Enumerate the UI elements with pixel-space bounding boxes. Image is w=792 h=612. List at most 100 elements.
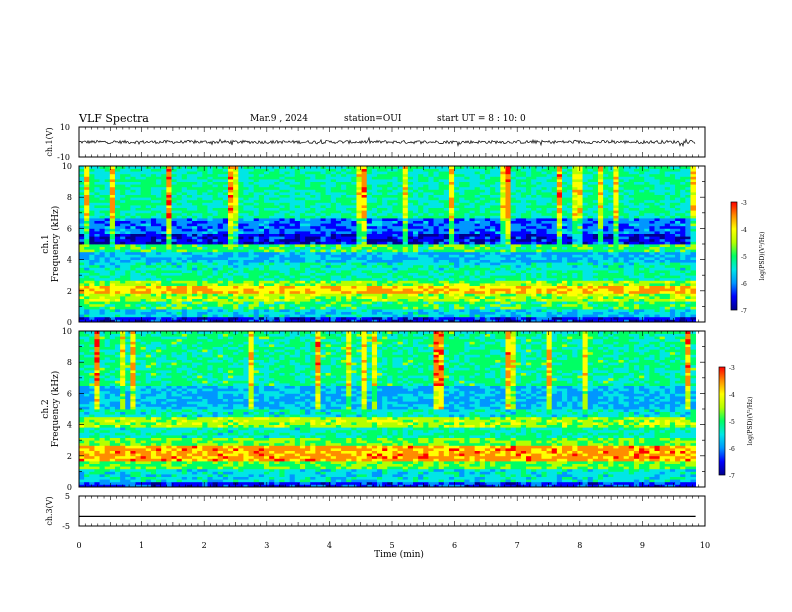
spectrogram-cell <box>382 189 388 193</box>
spectrogram-cell <box>315 262 321 266</box>
spectrogram-cell <box>125 275 131 279</box>
spectrogram-cell <box>263 233 270 237</box>
spectrogram-cell <box>305 241 311 245</box>
spectrogram-cell <box>130 272 136 276</box>
spectrogram-cell <box>392 233 398 237</box>
spectrogram-cell <box>233 314 239 318</box>
spectrogram-cell <box>140 257 147 260</box>
spectrogram-cell <box>459 285 465 289</box>
spectrogram-cell <box>243 168 249 172</box>
spectrogram-cell <box>212 166 219 169</box>
spectrogram-cell <box>161 290 167 294</box>
spectrogram-cell <box>120 179 126 182</box>
spectrogram-cell <box>299 181 306 185</box>
spectrogram-cell <box>305 259 311 263</box>
spectrogram-cell <box>418 309 424 312</box>
spectrogram-cell <box>402 233 409 237</box>
spectrogram-cell <box>479 241 486 245</box>
spectrogram-cell <box>454 262 460 266</box>
ch1-waveform-ylabel: ch.1(V) <box>45 127 54 156</box>
spectrogram-cell <box>377 166 383 169</box>
spectrogram-cell <box>233 272 239 276</box>
spectrogram-cell <box>361 311 368 315</box>
spectrogram-cell <box>135 231 142 234</box>
spectrogram-cell <box>392 280 398 284</box>
spectrogram-cell <box>253 223 260 227</box>
spectrogram-cell <box>166 298 172 302</box>
spectrogram-cell <box>330 249 337 253</box>
spectrogram-cell <box>484 236 491 240</box>
spectrogram-cell <box>315 264 321 268</box>
spectrogram-cell <box>387 238 393 242</box>
spectrogram-cell <box>94 181 100 185</box>
spectrogram-cell <box>99 244 106 247</box>
spectrogram-cell <box>310 303 316 307</box>
spectrogram-cell <box>186 272 193 276</box>
spectrogram-cell <box>99 215 106 219</box>
spectrogram-cell <box>217 319 224 323</box>
spectrogram-cell <box>310 296 316 299</box>
spectrogram-cell <box>335 262 342 266</box>
spectrogram-cell <box>464 283 470 286</box>
spectrogram-cell <box>197 199 203 203</box>
spectrogram-cell <box>454 319 460 323</box>
spectrogram-cell <box>325 306 332 310</box>
spectrogram-cell <box>418 298 424 302</box>
spectrogram-cell <box>433 285 440 289</box>
spectrogram-cell <box>243 272 249 276</box>
spectrogram-cell <box>171 231 178 234</box>
spectrogram-cell <box>238 192 244 195</box>
spectrogram-cell <box>202 179 208 182</box>
spectrogram-cell <box>150 173 157 177</box>
spectrogram-cell <box>320 233 327 237</box>
spectrogram-cell <box>299 264 306 268</box>
spectrogram-cell <box>161 270 167 273</box>
spectrogram-cell <box>150 280 157 284</box>
spectrogram-cell <box>125 285 131 289</box>
spectrogram-cell <box>464 210 470 214</box>
spectrogram-cell <box>197 303 203 307</box>
spectrogram-cell <box>104 186 111 190</box>
spectrogram-cell <box>253 179 260 182</box>
spectrogram-cell <box>217 215 224 219</box>
spectrogram-cell <box>120 212 126 216</box>
spectrogram-cell <box>284 176 291 180</box>
spectrogram-cell <box>238 293 244 297</box>
spectrogram-cell <box>387 192 393 195</box>
spectrogram-cell <box>418 296 424 299</box>
spectrogram-cell <box>402 259 409 263</box>
spectrogram-cell <box>371 184 378 188</box>
spectrogram-cell <box>258 168 265 172</box>
spectrogram-cell <box>443 259 450 263</box>
spectrogram-cell <box>320 309 327 312</box>
spectrogram-cell <box>274 197 280 201</box>
spectrogram-cell <box>109 275 116 279</box>
spectrogram-cell <box>109 173 116 177</box>
spectrogram-cell <box>228 257 234 260</box>
spectrogram-cell <box>84 186 90 190</box>
spectrogram-cell <box>474 288 481 292</box>
spectrogram-cell <box>269 301 275 305</box>
spectrogram-cell <box>99 319 106 323</box>
spectrogram-cell <box>79 246 85 250</box>
spectrogram-cell <box>423 285 429 289</box>
spectrogram-cell <box>233 301 239 305</box>
spectrogram-cell <box>356 181 363 185</box>
spectrogram-cell <box>114 306 121 310</box>
spectrogram-cell <box>356 166 363 169</box>
spectrogram-cell <box>299 220 306 224</box>
spectrogram-cell <box>99 246 106 250</box>
spectrogram-cell <box>89 179 95 182</box>
spectrogram-cell <box>161 236 167 240</box>
spectrogram-cell <box>217 264 224 268</box>
spectrogram-cell <box>346 301 352 305</box>
spectrogram-cell <box>433 231 440 234</box>
spectrogram-cell <box>284 262 291 266</box>
spectrogram-cell <box>114 277 121 281</box>
spectrogram-cell <box>397 189 404 193</box>
spectrogram-cell <box>438 202 445 206</box>
spectrogram-cell <box>335 306 342 310</box>
spectrogram-cell <box>274 192 280 195</box>
spectrogram-cell <box>145 202 152 206</box>
spectrogram-cell <box>181 228 188 232</box>
